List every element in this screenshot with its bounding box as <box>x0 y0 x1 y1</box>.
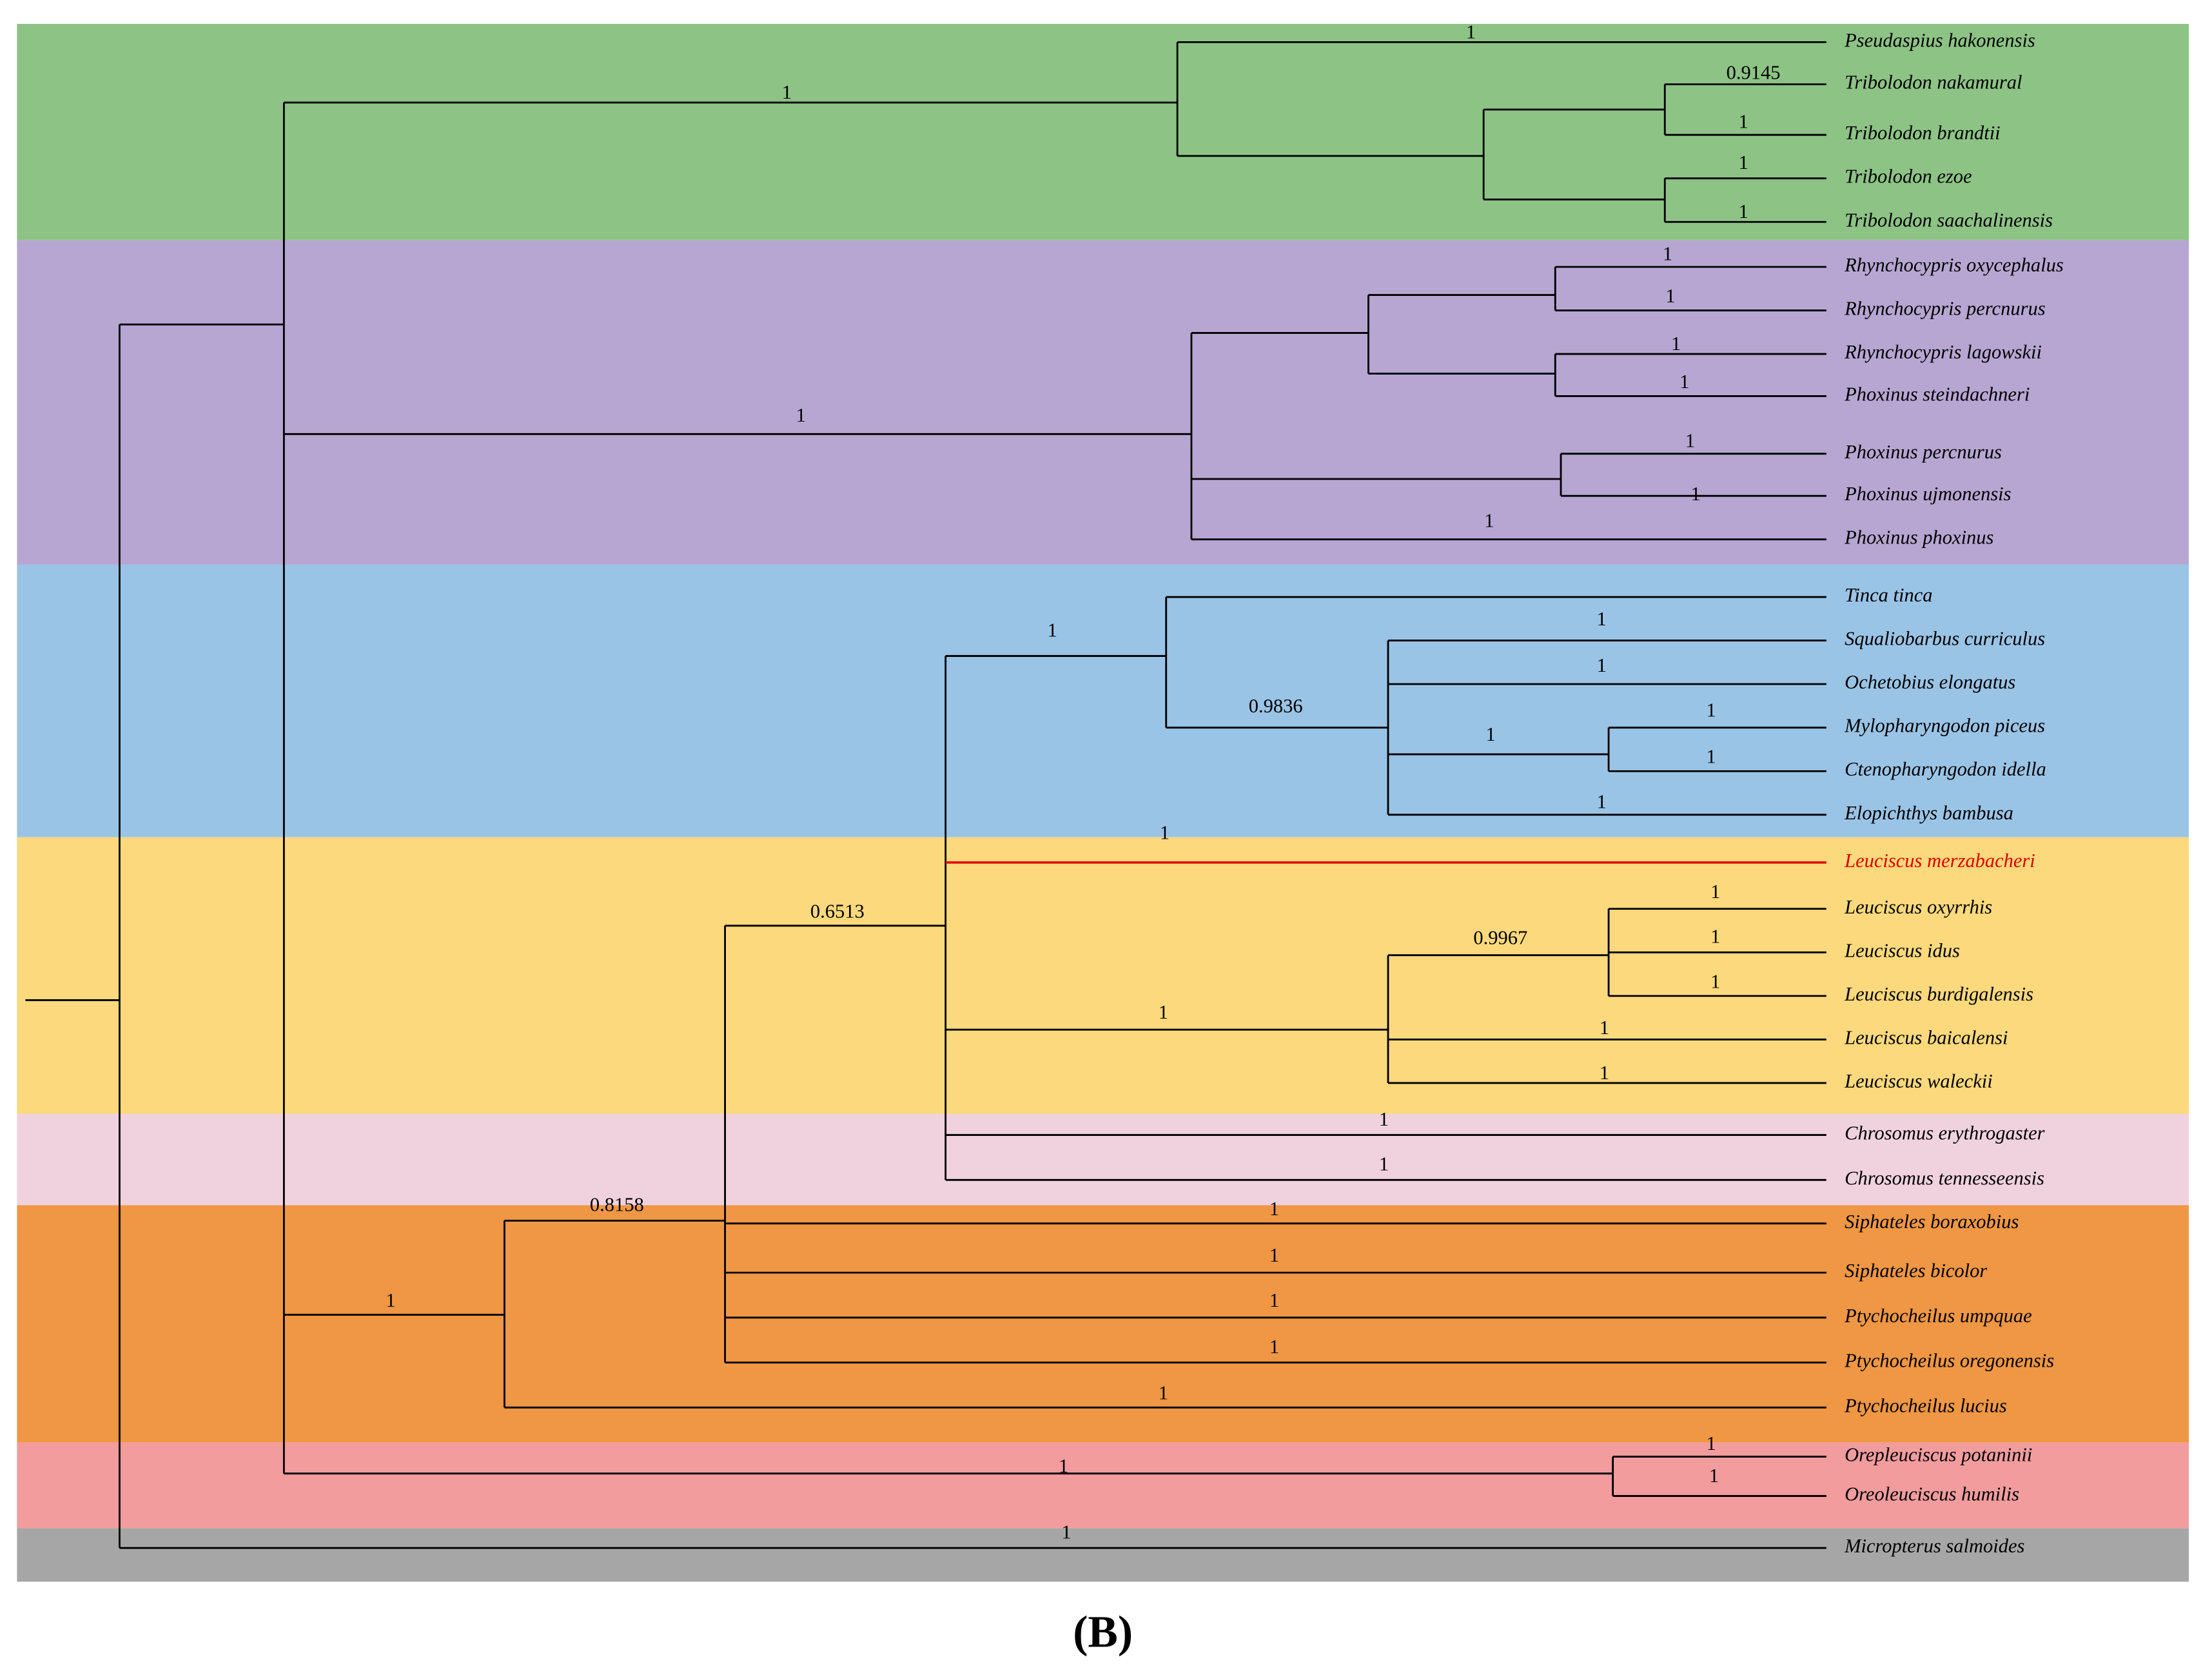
taxon-label: Tribolodon ezoe <box>1845 166 1972 188</box>
taxon-label: Rhynchocypris oxycephalus <box>1844 254 2064 276</box>
taxon-label: Mylopharyngodon piceus <box>1844 715 2045 737</box>
support-value: 1 <box>796 404 806 426</box>
support-value: 1 <box>1710 881 1720 903</box>
taxon-label: Leuciscus baicalensi <box>1844 1026 2008 1048</box>
taxon-label: Ptychocheilus lucius <box>1844 1394 2007 1416</box>
taxon-label: Tribolodon brandtii <box>1845 122 2001 144</box>
support-value: 1 <box>1061 1521 1071 1543</box>
support-value: 1 <box>1269 1244 1279 1266</box>
support-value: 1 <box>1269 1289 1279 1311</box>
band <box>17 837 2189 1114</box>
support-value: 1 <box>1600 1062 1609 1084</box>
taxon-label: Pseudaspius hakonensis <box>1844 29 2035 51</box>
support-value: 1 <box>1379 1153 1389 1175</box>
support-value: 1 <box>1597 654 1607 676</box>
support-value: 1 <box>1597 790 1607 812</box>
taxon-label: Siphateles bicolor <box>1845 1260 1987 1282</box>
taxon-label: Leuciscus waleckii <box>1844 1070 1993 1092</box>
band <box>17 24 2189 240</box>
taxon-label: Leuciscus merzabacheri <box>1844 850 2035 872</box>
support-value: 1 <box>1485 723 1495 745</box>
support-value: 1 <box>386 1289 395 1311</box>
support-value: 1 <box>1739 111 1748 133</box>
support-value: 1 <box>1709 1465 1719 1487</box>
support-value: 1 <box>1707 699 1716 721</box>
support-value: 1 <box>1663 243 1672 265</box>
taxon-label: Micropterus salmoides <box>1844 1535 2024 1557</box>
support-value: 1 <box>1269 1336 1279 1358</box>
taxon-label: Phoxinus percnurus <box>1844 441 2002 463</box>
bands <box>17 24 2189 1582</box>
taxon-label: Leuciscus burdigalensis <box>1844 983 2033 1005</box>
support-value: 0.8158 <box>590 1194 644 1216</box>
taxon-label: Tinca tinca <box>1845 584 1932 606</box>
support-value: 1 <box>1597 608 1607 630</box>
taxon-label: Ctenopharyngodon idella <box>1845 758 2046 780</box>
taxon-label: Leuciscus oxyrrhis <box>1844 896 1992 918</box>
taxon-label: Tribolodon saachalinensis <box>1845 209 2053 231</box>
support-value: 1 <box>1600 1017 1609 1039</box>
band <box>17 564 2189 837</box>
support-value: 1 <box>1739 200 1748 222</box>
support-value: 1 <box>1269 1198 1279 1220</box>
taxon-label: Chrosomus tennesseensis <box>1845 1167 2044 1189</box>
support-value: 0.9967 <box>1473 927 1527 949</box>
support-value: 1 <box>1059 1455 1068 1477</box>
support-value: 1 <box>1710 926 1720 948</box>
taxon-label: Elopichthys bambusa <box>1844 802 2013 824</box>
support-value: 1 <box>1707 746 1716 768</box>
support-value: 1 <box>1707 1432 1716 1454</box>
panel-label: (B) <box>1073 1607 1133 1657</box>
taxon-label: Ochetobius elongatus <box>1845 671 2015 693</box>
taxon-label: Phoxinus ujmonensis <box>1844 483 2011 505</box>
taxon-label: Ptychocheilus oregonensis <box>1844 1350 2054 1372</box>
taxon-label: Phoxinus steindachneri <box>1844 383 2030 405</box>
band <box>17 1113 2189 1206</box>
support-value: 1 <box>1679 371 1689 393</box>
support-value: 1 <box>1466 21 1476 43</box>
band <box>17 1528 2189 1582</box>
band <box>17 1442 2189 1529</box>
taxon-label: Chrosomus erythrogaster <box>1845 1122 2045 1144</box>
support-value: 1 <box>782 81 792 103</box>
taxon-label: Leuciscus idus <box>1844 939 1960 961</box>
taxon-label: Phoxinus phoxinus <box>1844 527 1993 549</box>
support-value: 1 <box>1685 429 1695 451</box>
taxon-label: Oreoleuciscus humilis <box>1845 1483 2019 1505</box>
support-value: 1 <box>1671 333 1681 355</box>
support-value: 1 <box>1739 151 1748 173</box>
taxon-label: Rhynchocypris lagowskii <box>1844 341 2042 363</box>
band <box>17 240 2189 565</box>
taxon-label: Rhynchocypris percnurus <box>1844 298 2045 320</box>
taxon-label: Squaliobarbus curriculus <box>1845 628 2045 650</box>
support-value: 1 <box>1159 1001 1168 1023</box>
support-value: 1 <box>1048 620 1057 641</box>
support-value: 0.6513 <box>810 900 865 922</box>
support-value: 1 <box>1710 970 1720 992</box>
support-value: 1 <box>1159 1382 1168 1404</box>
support-value: 0.9836 <box>1249 695 1303 717</box>
support-value: 1 <box>1484 510 1494 532</box>
taxon-label: Siphateles boraxobius <box>1845 1211 2019 1233</box>
taxon-label: Tribolodon nakamural <box>1845 72 2022 93</box>
taxon-label: Ptychocheilus umpquae <box>1844 1305 2032 1327</box>
support-value: 1 <box>1379 1108 1389 1130</box>
band <box>17 1205 2189 1443</box>
support-value: 1 <box>1691 483 1701 505</box>
support-value: 0.9145 <box>1727 61 1781 83</box>
support-value: 1 <box>1665 285 1675 307</box>
taxon-label: Orepleuciscus potaninii <box>1845 1444 2032 1466</box>
support-value: 1 <box>1160 821 1170 843</box>
